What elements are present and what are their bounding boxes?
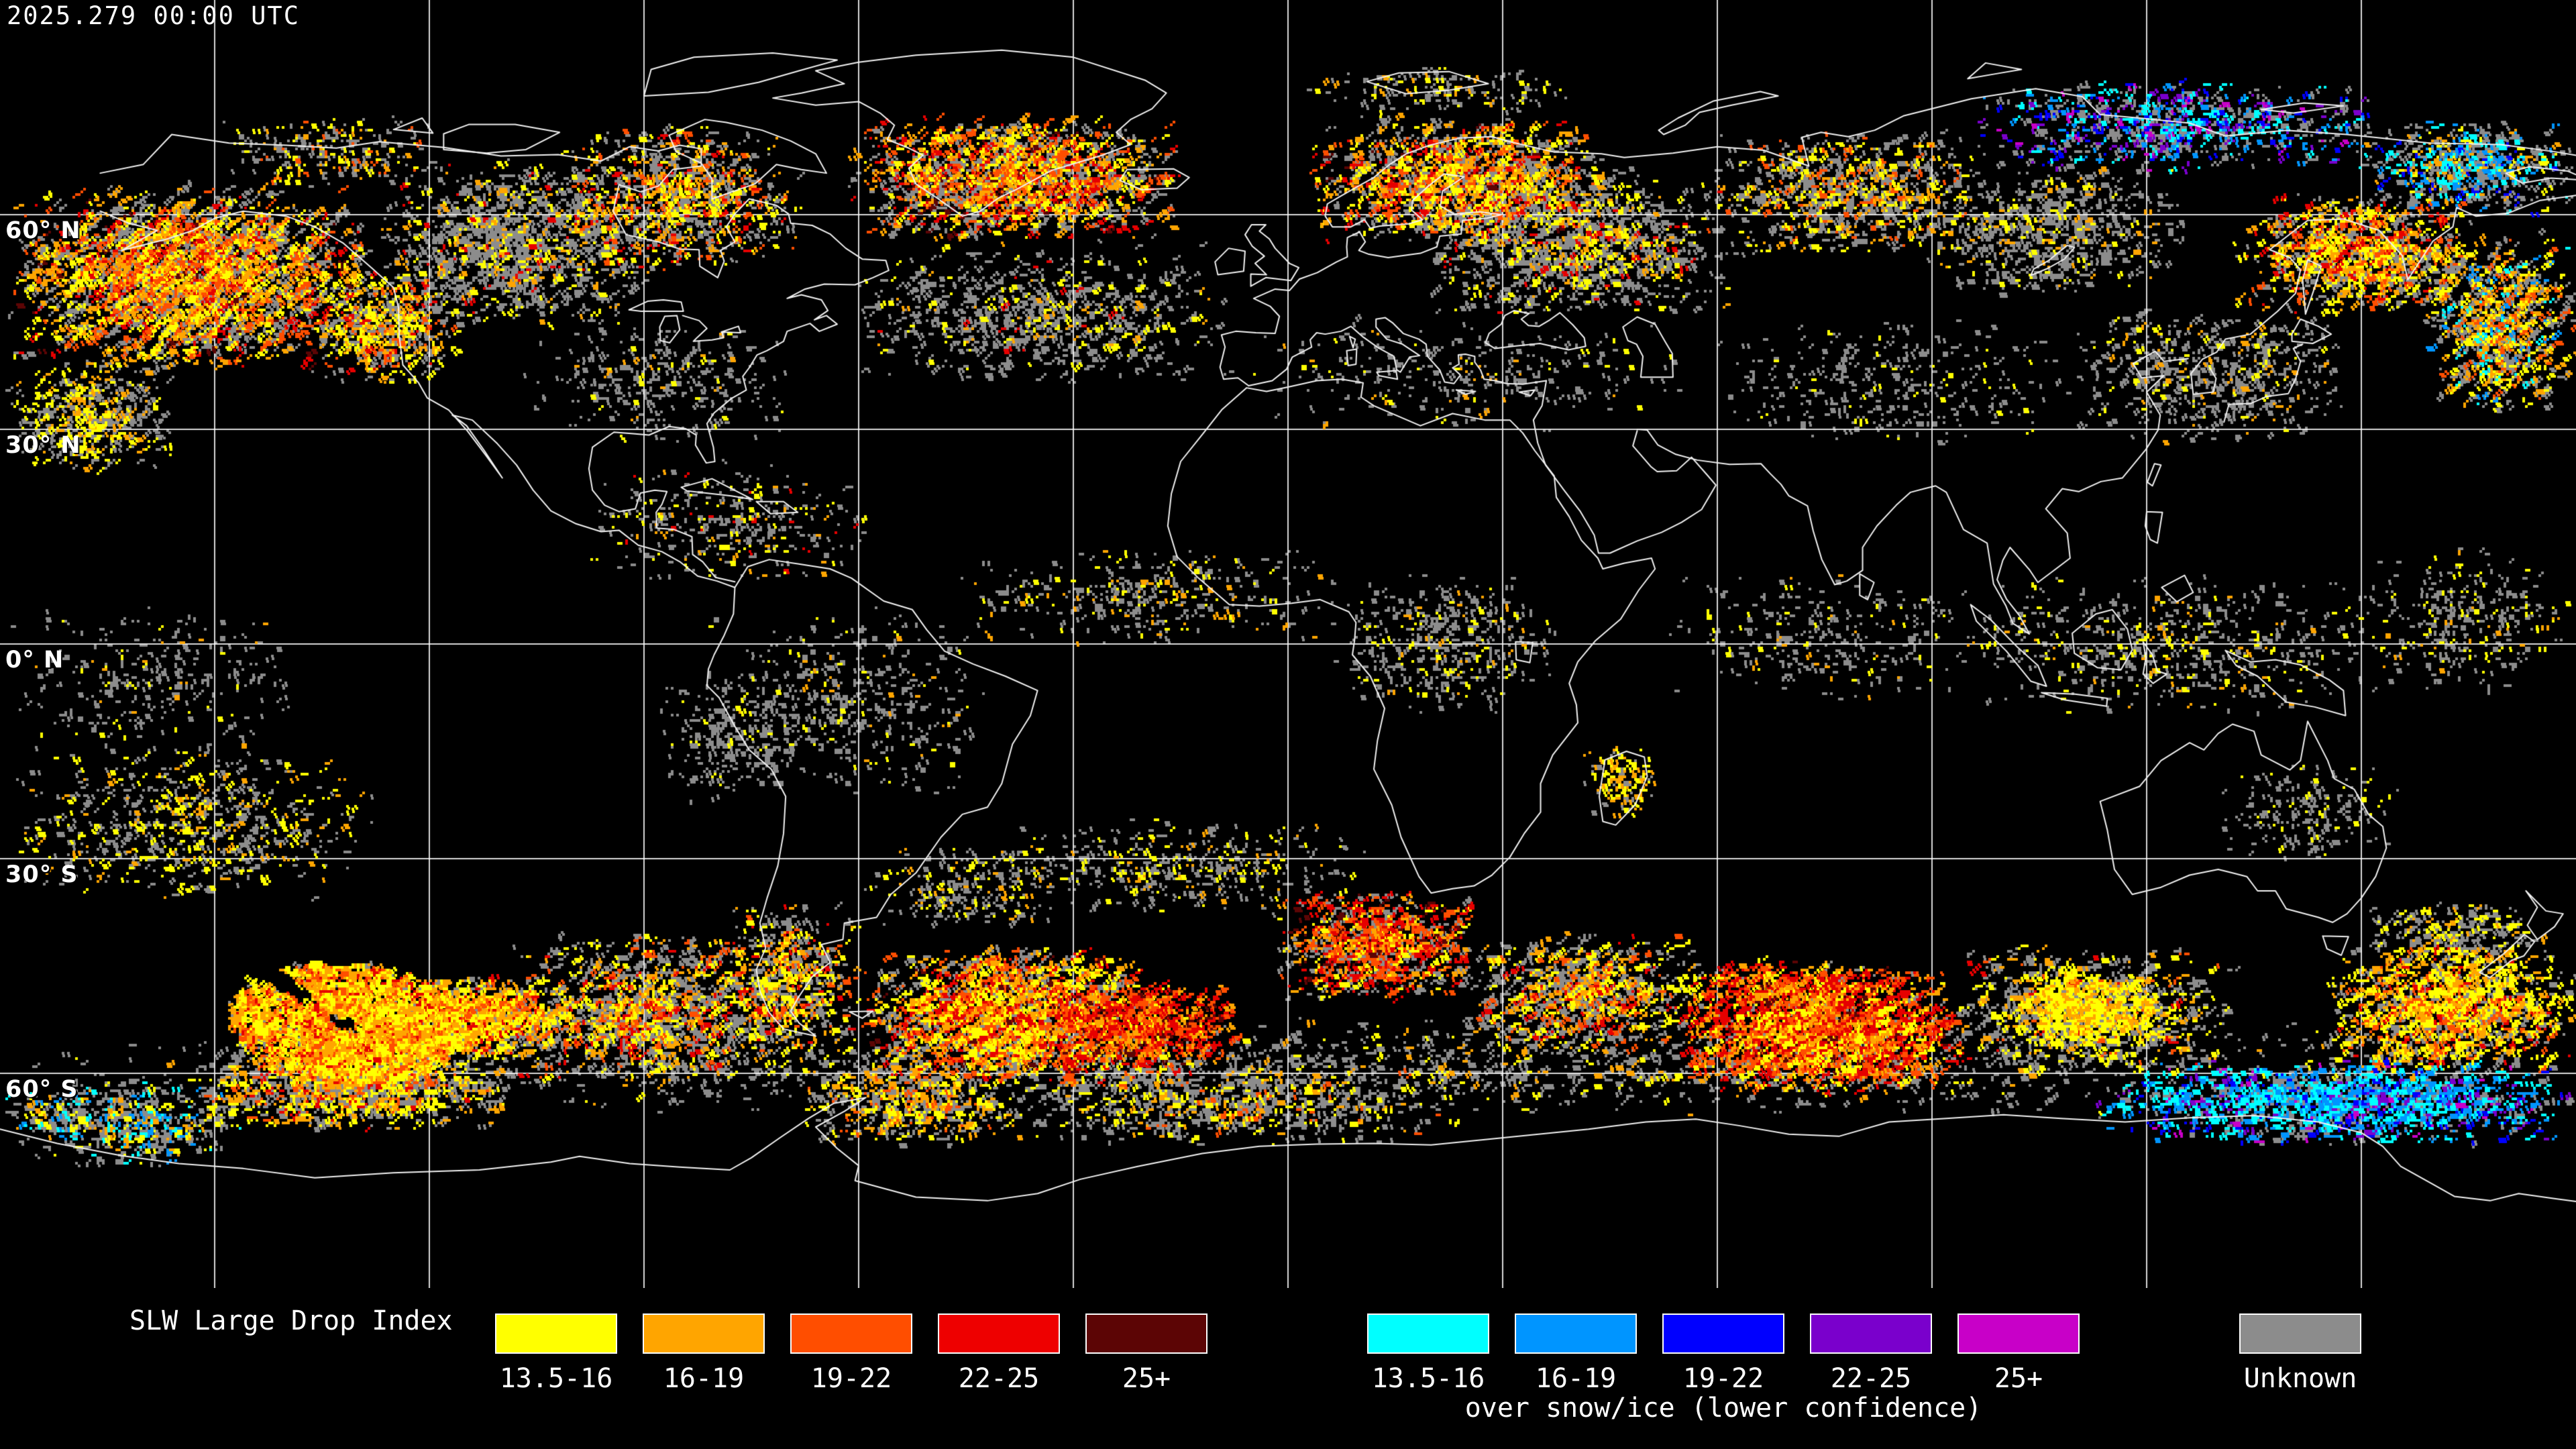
- legend-swatch-warm-22-25: [938, 1313, 1060, 1354]
- legend-subtitle: over snow/ice (lower confidence): [1464, 1393, 1982, 1424]
- legend-label-warm-4: 25+: [1122, 1363, 1171, 1394]
- legend-label-warm-2: 19-22: [810, 1363, 892, 1394]
- legend-swatch-warm-13.5-16: [495, 1313, 617, 1354]
- legend: SLW Large Drop Index 13.5-16 16-19 19-22…: [0, 1288, 2576, 1449]
- legend-swatch-cold-16-19: [1515, 1313, 1637, 1354]
- legend-swatch-warm-16-19: [643, 1313, 765, 1354]
- legend-label-warm-3: 22-25: [958, 1363, 1040, 1394]
- legend-label-cold-4: 25+: [1994, 1363, 2043, 1394]
- legend-label-cold-2: 19-22: [1682, 1363, 1764, 1394]
- legend-title: SLW Large Drop Index: [129, 1305, 453, 1336]
- legend-swatch-cold-13.5-16: [1367, 1313, 1489, 1354]
- legend-label-warm-0: 13.5-16: [499, 1363, 613, 1394]
- legend-swatch-warm-19-22: [790, 1313, 912, 1354]
- legend-swatch-cold-25plus: [1957, 1313, 2080, 1354]
- lat-label-60n: 60° N: [5, 217, 81, 244]
- legend-label-cold-1: 16-19: [1535, 1363, 1617, 1394]
- legend-swatch-warm-25plus: [1085, 1313, 1208, 1354]
- legend-label-unknown: Unknown: [2243, 1363, 2357, 1394]
- legend-label-warm-1: 16-19: [663, 1363, 745, 1394]
- lat-label-30n: 30° N: [5, 432, 81, 459]
- legend-label-cold-0: 13.5-16: [1371, 1363, 1485, 1394]
- lat-label-60s: 60° S: [5, 1076, 78, 1103]
- world-map-canvas: [0, 0, 2576, 1288]
- legend-swatch-cold-22-25: [1810, 1313, 1932, 1354]
- legend-swatch-cold-19-22: [1662, 1313, 1784, 1354]
- timestamp: 2025.279 00:00 UTC: [7, 1, 300, 30]
- lat-label-0n: 0° N: [5, 647, 64, 674]
- lat-label-30s: 30° S: [5, 861, 78, 888]
- legend-swatch-unknown: [2239, 1313, 2361, 1354]
- legend-label-cold-3: 22-25: [1830, 1363, 1912, 1394]
